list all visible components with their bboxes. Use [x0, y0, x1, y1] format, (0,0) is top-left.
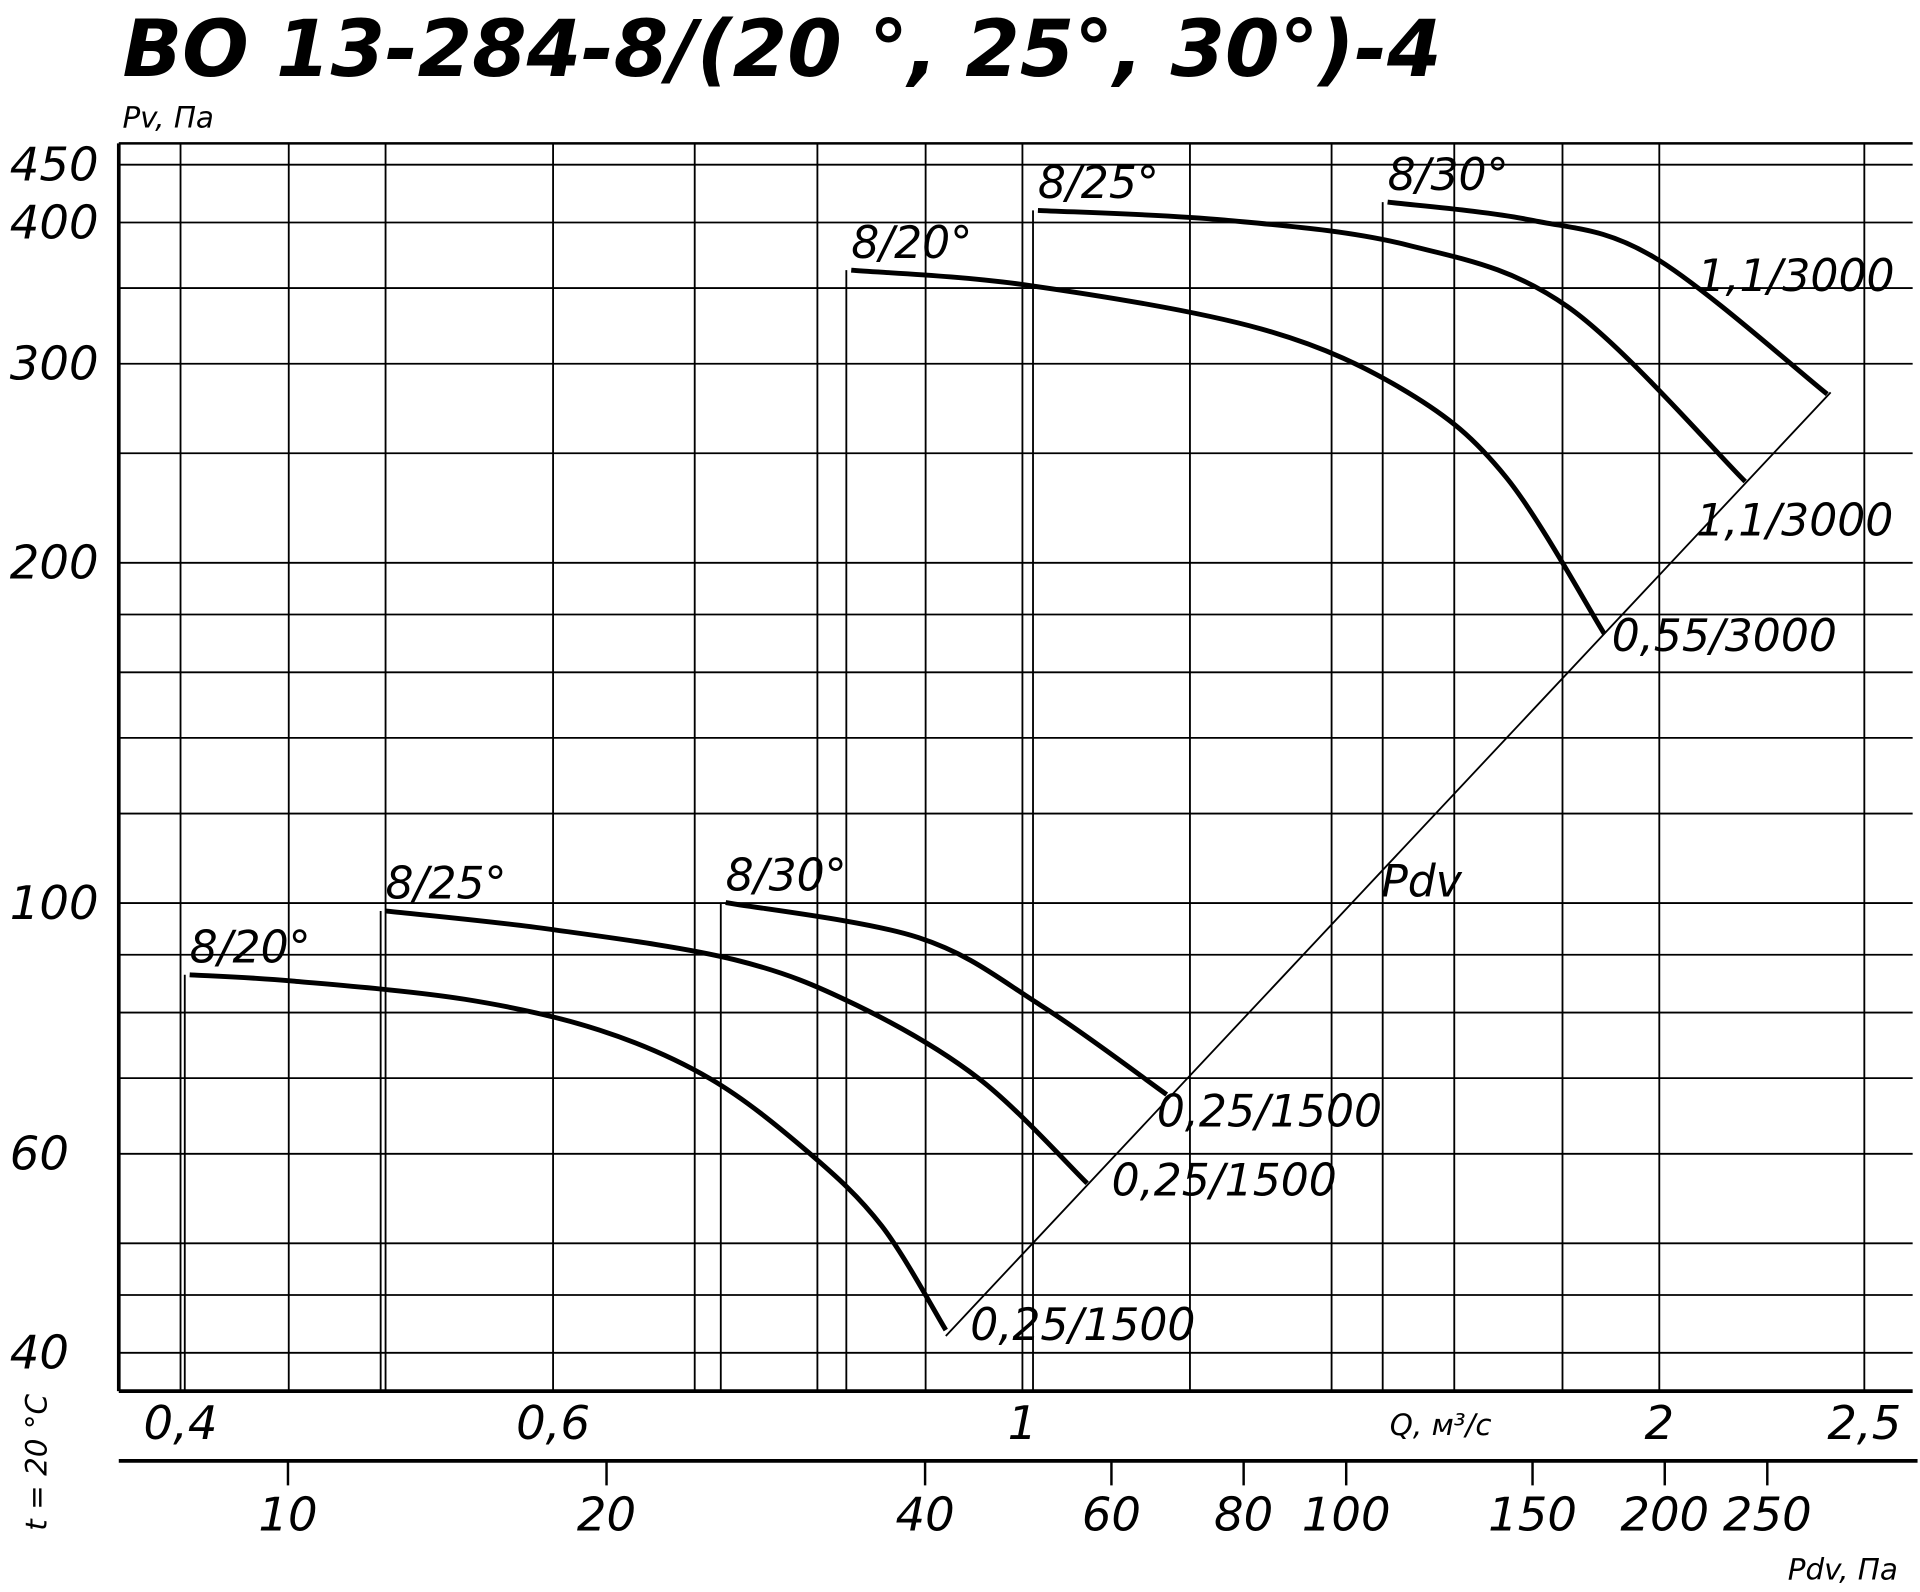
x2-tick-label: 80 — [1214, 1488, 1273, 1542]
curve-name: 8/25° — [1038, 158, 1159, 209]
y-tick-label: 400 — [10, 195, 99, 249]
condition-label: t = 20 °C — [20, 1393, 54, 1530]
fan-curve — [1037, 207, 1747, 484]
curve-end-label: 0,25/1500 — [1112, 1156, 1337, 1207]
x-tick-label: 2,5 — [1827, 1396, 1901, 1450]
x2-tick-label: 200 — [1620, 1488, 1709, 1542]
curve-end-label: 1,1/3000 — [1696, 495, 1893, 546]
curve-name: 8/30° — [1388, 150, 1509, 201]
x2-tick-label: 20 — [577, 1488, 636, 1542]
y-tick-label: 200 — [10, 536, 99, 590]
x-tick-label: 1 — [1008, 1396, 1038, 1450]
x2-axis-label: Pdv, Па — [1788, 1553, 1898, 1587]
x2-tick-label: 250 — [1723, 1488, 1812, 1542]
fan-curve — [189, 972, 948, 1332]
curve-name: 8/25° — [386, 859, 507, 910]
pdv-line — [945, 391, 1832, 1337]
curve-end-label: 0,25/1500 — [1157, 1086, 1382, 1137]
fan-curve — [1387, 199, 1829, 397]
curve-end-label: 1,1/3000 — [1697, 251, 1894, 302]
y-tick-label: 100 — [10, 876, 99, 930]
curve-name: 8/30° — [726, 850, 847, 901]
fan-curve — [385, 908, 1089, 1186]
curve-end-label: 0,55/3000 — [1612, 611, 1837, 662]
x-axis-label: Q, м³/с — [1390, 1408, 1492, 1442]
curve-name: 8/20° — [190, 923, 311, 974]
x2-tick-label: 100 — [1302, 1488, 1391, 1542]
x2-tick-label: 40 — [895, 1488, 954, 1542]
x2-tick-label: 10 — [258, 1488, 317, 1542]
curve-name: 8/20° — [851, 218, 972, 269]
x2-tick-label: 60 — [1082, 1488, 1141, 1542]
curve-end-label: 0,25/1500 — [970, 1300, 1195, 1351]
y-tick-label: 40 — [10, 1326, 69, 1380]
x-tick-label: 0,4 — [144, 1396, 218, 1450]
x-tick-label: 0,6 — [516, 1396, 590, 1450]
x2-tick-label: 150 — [1488, 1488, 1577, 1542]
fan-curve — [725, 900, 1169, 1097]
x-tick-label: 2 — [1644, 1396, 1674, 1450]
pdv-label: Pdv — [1381, 856, 1463, 907]
y-tick-label: 450 — [10, 138, 99, 192]
y-axis-label: Pv, Па — [122, 100, 213, 134]
y-tick-label: 60 — [10, 1127, 69, 1181]
fan-curve — [851, 267, 1607, 636]
chart-title: ВО 13-284-8/(20 °, 25°, 30°)-4 — [122, 4, 1441, 95]
y-tick-label: 300 — [10, 337, 99, 391]
